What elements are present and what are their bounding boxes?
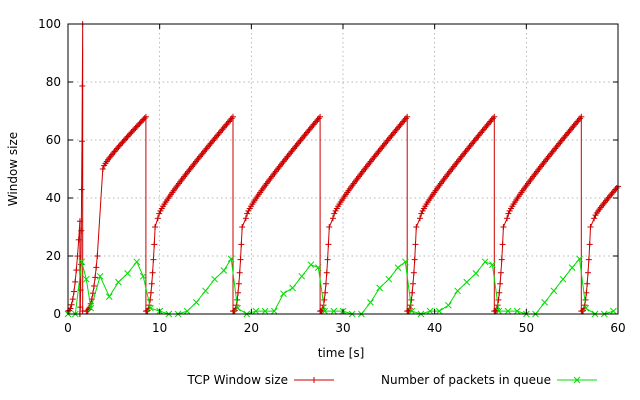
- cross-marker-b: [408, 307, 416, 315]
- legend-sample-tcp-window: [294, 377, 334, 383]
- x-tick-label: 20: [244, 321, 259, 335]
- cross-marker-b: [211, 275, 219, 283]
- x-tick-label: 10: [152, 321, 167, 335]
- cross-marker-b: [610, 307, 617, 315]
- line-packets-in-queue: [68, 257, 614, 315]
- cross-marker-b: [289, 284, 296, 292]
- x-tick-label: 50: [519, 321, 534, 335]
- series-layer: [64, 21, 621, 318]
- cross-marker-b: [401, 258, 409, 266]
- cross-marker-b: [227, 255, 235, 263]
- cross-marker-b: [220, 267, 228, 274]
- series-tcp-window: [65, 21, 621, 317]
- cross-marker-b: [82, 275, 90, 283]
- cross-marker-b: [321, 307, 329, 315]
- cross-marker-b: [192, 299, 200, 306]
- legend-label-tcp-window: TCP Window size: [187, 373, 288, 387]
- x-tick-label: 40: [427, 321, 442, 335]
- cross-marker-b: [124, 270, 131, 277]
- cross-marker-b: [550, 287, 558, 295]
- cross-marker-b: [582, 304, 590, 312]
- y-tick-label: 0: [53, 307, 61, 321]
- cross-marker-b: [426, 307, 434, 315]
- cross-marker-b: [330, 307, 338, 315]
- ticks-layer: 0 10 20 30 40 50 60 0 20 40 60 80 100: [38, 17, 626, 335]
- cross-marker-b: [280, 290, 287, 298]
- cross-marker-b: [454, 287, 461, 295]
- cross-marker-b: [307, 261, 315, 269]
- cross-marker-b: [133, 258, 141, 266]
- cross-marker-b: [463, 278, 471, 286]
- legend-sample-packets-in-queue: [557, 376, 597, 384]
- y-tick-label: 80: [46, 75, 61, 89]
- cross-marker-b: [78, 258, 86, 266]
- cross-marker-b: [489, 261, 496, 269]
- cross-marker-b: [504, 307, 512, 315]
- cross-marker-b: [87, 304, 95, 312]
- cross-marker-b: [367, 299, 374, 306]
- cross-marker-b: [298, 272, 306, 280]
- x-axis-label: time [s]: [318, 346, 365, 360]
- cross-marker-b: [202, 287, 209, 295]
- cross-marker-b: [576, 255, 583, 263]
- cross-marker-b: [270, 307, 278, 315]
- legend-label-packets-in-queue: Number of packets in queue: [381, 373, 551, 387]
- x-tick-label: 0: [64, 321, 72, 335]
- cross-marker-b: [147, 304, 154, 312]
- x-tick-label: 60: [610, 321, 625, 335]
- cross-marker-b: [435, 307, 443, 315]
- cross-marker-b: [513, 307, 521, 315]
- y-tick-label: 100: [38, 17, 61, 31]
- cross-marker-b: [541, 299, 549, 306]
- cross-marker-b: [105, 293, 113, 300]
- cross-marker-b: [234, 304, 241, 312]
- legend: TCP Window size Number of packets in que…: [187, 373, 597, 387]
- cross-marker-b: [385, 275, 393, 283]
- cross-marker-b: [96, 272, 104, 280]
- grid-layer: [68, 24, 618, 314]
- cross-marker-b: [495, 307, 503, 315]
- y-axis-label: Window size: [6, 132, 20, 206]
- y-tick-label: 40: [46, 191, 61, 205]
- cross-marker-b: [472, 270, 480, 277]
- y-tick-label: 20: [46, 249, 61, 263]
- x-tick-label: 30: [335, 321, 350, 335]
- cross-marker-b: [261, 307, 269, 315]
- cross-marker-b: [252, 307, 260, 315]
- cross-marker-b: [481, 258, 489, 266]
- y-tick-label: 60: [46, 133, 61, 147]
- cross-marker-b: [115, 278, 122, 286]
- cross-marker-b: [139, 272, 147, 280]
- cross-marker-b: [394, 264, 402, 271]
- cross-marker-b: [568, 264, 576, 271]
- cross-marker-b: [559, 275, 567, 283]
- cross-marker-b: [314, 264, 322, 271]
- cross-marker-b: [183, 307, 191, 315]
- cross-marker-b: [573, 376, 581, 384]
- cross-marker-b: [376, 284, 384, 292]
- cross-marker-b: [445, 301, 452, 309]
